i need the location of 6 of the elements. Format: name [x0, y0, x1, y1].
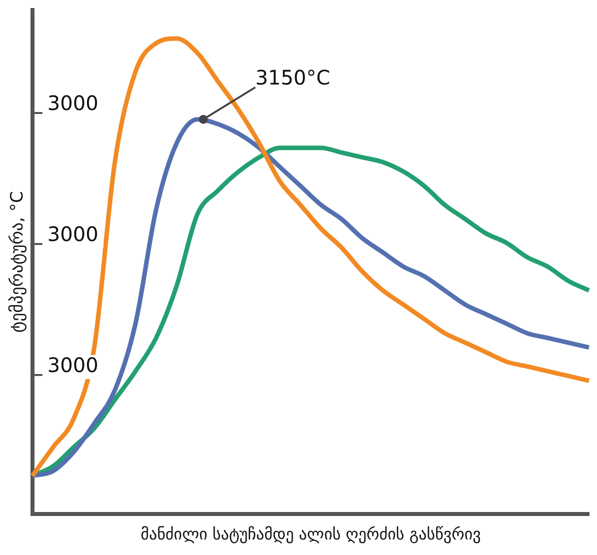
annotation: 3000: [47, 91, 98, 116]
annotation: 3000: [47, 353, 98, 378]
y-axis-title: ტემპერატურა, °C: [8, 191, 28, 333]
x-axis-title: მანძილი სატუჩამდე ალის ღერძის გასწვრივ: [140, 524, 481, 544]
annotation: 3150°C: [255, 66, 330, 90]
annotation: 3000: [47, 222, 98, 246]
